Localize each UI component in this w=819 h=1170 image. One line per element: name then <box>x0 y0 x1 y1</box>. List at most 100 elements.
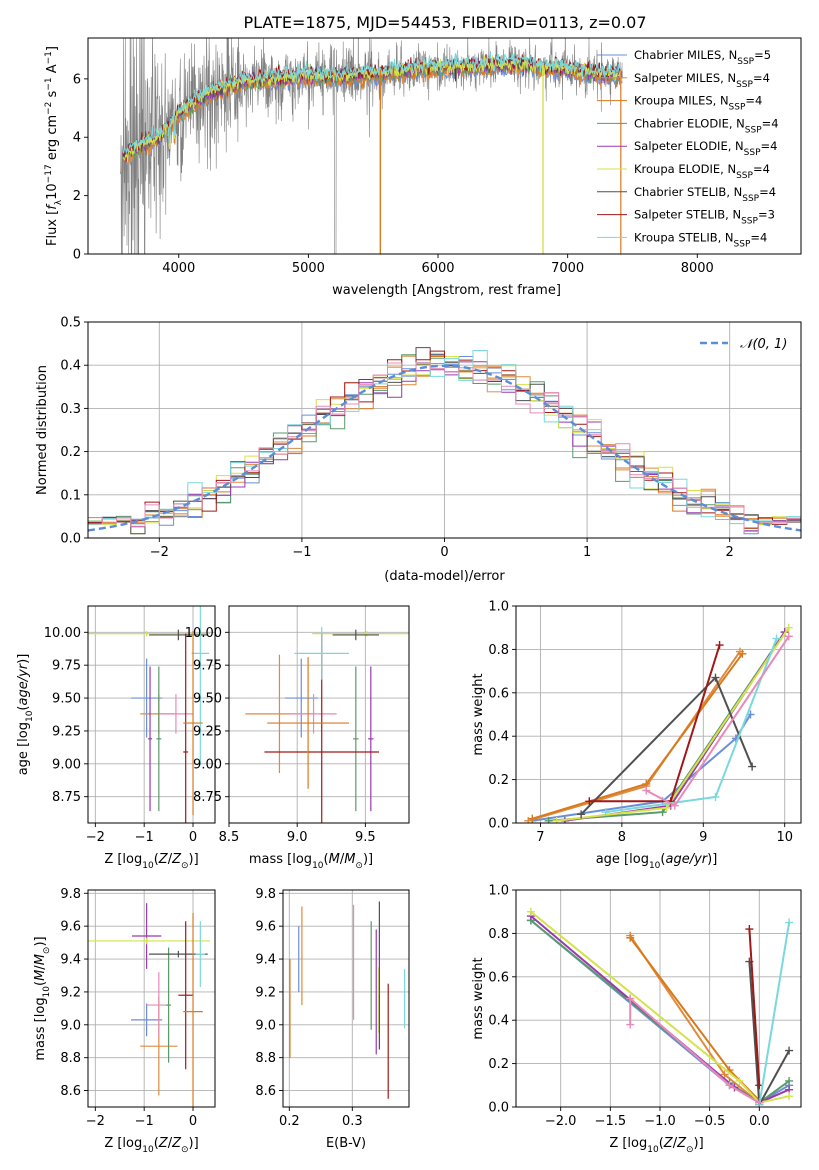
y-tick-label: 9.0 <box>60 1018 81 1033</box>
label-part: 10 <box>25 710 35 722</box>
y-tick-label: 0.4 <box>60 359 81 374</box>
label-part: 10 <box>142 861 154 871</box>
label-part: SSP <box>744 148 761 158</box>
x-tick-label: 0.2 <box>279 1114 300 1129</box>
label-part: s <box>45 90 60 101</box>
weight-line <box>758 922 791 1105</box>
weight-marker <box>720 1070 729 1079</box>
label-part: ⊙ <box>686 1145 694 1155</box>
x-tick-label: 8 <box>618 830 626 845</box>
label-part: Kroupa MILES, N <box>634 94 729 108</box>
x-axis-label: Z [log10(Z/Z⊙)] <box>104 852 198 871</box>
weight-marker <box>658 808 667 817</box>
y-tick-label: 4 <box>73 131 81 146</box>
y-tick-label: 0.8 <box>488 643 509 658</box>
y-tick-label: 1.0 <box>488 884 509 899</box>
label-part: 10 <box>312 861 324 871</box>
label-part: erg cm <box>45 115 60 164</box>
x-axis-label: Z [log10(Z/Z⊙)] <box>104 1136 198 1155</box>
weight-marker <box>784 632 793 641</box>
weight-marker <box>785 1092 794 1101</box>
x-tick-label: 1 <box>583 545 591 560</box>
label-part: mass weight <box>471 673 486 755</box>
label-part: SSP <box>741 217 758 227</box>
label-part: M <box>33 970 48 981</box>
y-axis-label: mass [log10(M/M⊙)] <box>33 936 52 1060</box>
weight-marker <box>577 810 586 819</box>
legend-label: Kroupa STELIB, NSSP=4 <box>634 230 767 249</box>
axes-frame <box>87 321 802 539</box>
legend-label: Kroupa ELODIE, NSSP=4 <box>634 162 770 181</box>
y-tick-label: 0.5 <box>60 316 81 331</box>
x-tick-label: −1 <box>135 830 154 845</box>
weight-marker <box>785 1046 794 1055</box>
weight-marker <box>585 797 594 806</box>
x-tick-label: −2 <box>150 545 169 560</box>
weight-marker <box>642 786 651 795</box>
label-part: =5 <box>754 48 771 62</box>
x-tick-label: −1.0 <box>644 1114 676 1129</box>
model-spectrum-line <box>122 49 623 154</box>
y-axis-label: mass weight <box>471 957 486 1039</box>
axes-frame <box>282 889 410 1108</box>
axes-mass_vs_z: −2 −1 08.68.89.09.29.49.69.8Z [log10(Z/Z⊙)… <box>33 887 216 1155</box>
x-tick-label: −2.0 <box>545 1114 577 1129</box>
label-part: λ <box>54 199 64 205</box>
axes-residuals: −2 −1 0 1 2 0.0 0.1 0.2 0.3 0.4 0.5 Normed distribu… <box>35 316 802 584</box>
grid-lines <box>88 890 215 1107</box>
label-part: 10 <box>142 1145 154 1155</box>
y-tick-label: 2 <box>73 189 81 204</box>
y-tick-label: 9.50 <box>52 692 81 707</box>
x-axis-label: (data-model)/error <box>384 569 505 584</box>
label-part: =4 <box>750 230 767 244</box>
y-tick-label: 9.8 <box>60 887 81 902</box>
label-part: Flux [ <box>45 210 60 246</box>
y-tick-label: 9.25 <box>52 724 81 739</box>
legend-label: Salpeter STELIB, NSSP=3 <box>634 208 775 227</box>
y-tick-label: 9.75 <box>52 659 81 674</box>
label-part: −2 <box>44 102 54 115</box>
axes-spectrum: 4000 5000 6000 7000 8000 0 2 4 6 Flux [fλ10−17 er… <box>44 37 802 298</box>
plot-area <box>88 347 801 535</box>
label-part: Kroupa STELIB, N <box>634 230 734 244</box>
x-tick-label: 8000 <box>681 261 714 276</box>
weight-line <box>748 929 761 1086</box>
label-part: =4 <box>753 162 770 176</box>
label-part: Kroupa ELODIE, N <box>634 162 736 176</box>
label-part: ( <box>324 852 329 867</box>
label-part: ] <box>45 46 60 51</box>
label-part: )] <box>33 936 48 946</box>
y-tick-label: 0.4 <box>488 1014 509 1029</box>
label-part: )] <box>707 852 717 867</box>
weight-marker <box>755 1098 764 1107</box>
label-part: ( <box>33 981 48 986</box>
axes-weight_vs_z: −2.0 −1.5 −1.0 −0.5 0.0 0.0 0.2 0.4 0.6 0.8 1.0 mas… <box>471 884 802 1155</box>
weight-marker <box>626 1020 635 1029</box>
x-tick-label: −1.5 <box>595 1114 627 1129</box>
label-part: SSP <box>736 80 753 90</box>
axes-frame <box>87 37 802 255</box>
axes-frame <box>87 889 216 1108</box>
y-tick-label: 0.0 <box>488 1101 509 1116</box>
weight-marker <box>601 808 610 817</box>
label-part: Chabrier STELIB, N <box>634 185 742 199</box>
x-tick-label: −0.5 <box>694 1114 726 1129</box>
label-part: ⊙ <box>181 861 189 871</box>
y-tick-label: 9.2 <box>255 985 276 1000</box>
weight-marker <box>715 641 724 650</box>
x-tick-label: 0 <box>440 545 448 560</box>
label-part: =4 <box>759 185 776 199</box>
y-tick-label: 9.4 <box>60 953 81 968</box>
label-part: mass weight <box>471 957 486 1039</box>
weight-marker <box>784 623 793 632</box>
x-tick-label: −2 <box>86 1114 105 1129</box>
label-part: Z <box>171 1136 182 1151</box>
label-part: Z <box>158 1136 169 1151</box>
weight-marker <box>528 814 537 823</box>
label-part: / <box>673 1136 678 1151</box>
label-part: mass [log <box>249 852 312 867</box>
x-tick-label: 9 <box>699 830 707 845</box>
weight-line <box>629 996 760 1104</box>
plot-area <box>526 907 794 1107</box>
x-tick-label: 9.0 <box>287 830 308 845</box>
